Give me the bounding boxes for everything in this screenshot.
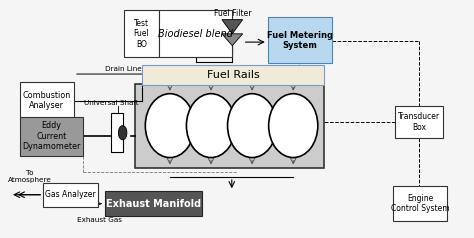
Text: Fuel Filter: Fuel Filter [213, 9, 251, 18]
Ellipse shape [186, 94, 236, 158]
Text: Combustion
Analyser: Combustion Analyser [23, 91, 71, 110]
Bar [19, 117, 83, 156]
Bar [124, 10, 159, 58]
Text: Drain Line: Drain Line [105, 66, 142, 72]
Bar [143, 64, 324, 85]
Text: Fuel Metering
System: Fuel Metering System [266, 31, 333, 50]
Bar [395, 106, 443, 138]
Text: Gas Analyzer: Gas Analyzer [45, 190, 96, 199]
Bar [111, 113, 123, 152]
Text: Exhaust Manifold: Exhaust Manifold [106, 198, 201, 208]
Ellipse shape [118, 126, 127, 140]
Text: Test
Fuel
BO: Test Fuel BO [133, 19, 149, 49]
Bar [43, 183, 98, 207]
Text: Biodiesel blend: Biodiesel blend [158, 29, 233, 39]
Text: Engine
Control System: Engine Control System [391, 194, 449, 213]
Text: To
Atmosphere: To Atmosphere [8, 170, 52, 183]
Bar [19, 82, 74, 119]
Polygon shape [222, 20, 243, 34]
Bar [393, 186, 447, 221]
Text: Universal Shaft: Universal Shaft [84, 100, 139, 106]
Bar [268, 17, 331, 63]
Text: Eddy
Current
Dynamometer: Eddy Current Dynamometer [22, 121, 81, 151]
Polygon shape [222, 34, 243, 46]
Ellipse shape [146, 94, 194, 158]
Text: Exhaust Gas: Exhaust Gas [77, 217, 122, 223]
Bar [136, 84, 324, 168]
Bar [159, 10, 232, 58]
Ellipse shape [228, 94, 277, 158]
Text: Fuel Rails: Fuel Rails [207, 70, 260, 80]
Text: Transducer
Box: Transducer Box [398, 112, 440, 132]
Ellipse shape [269, 94, 318, 158]
Bar [105, 191, 201, 216]
